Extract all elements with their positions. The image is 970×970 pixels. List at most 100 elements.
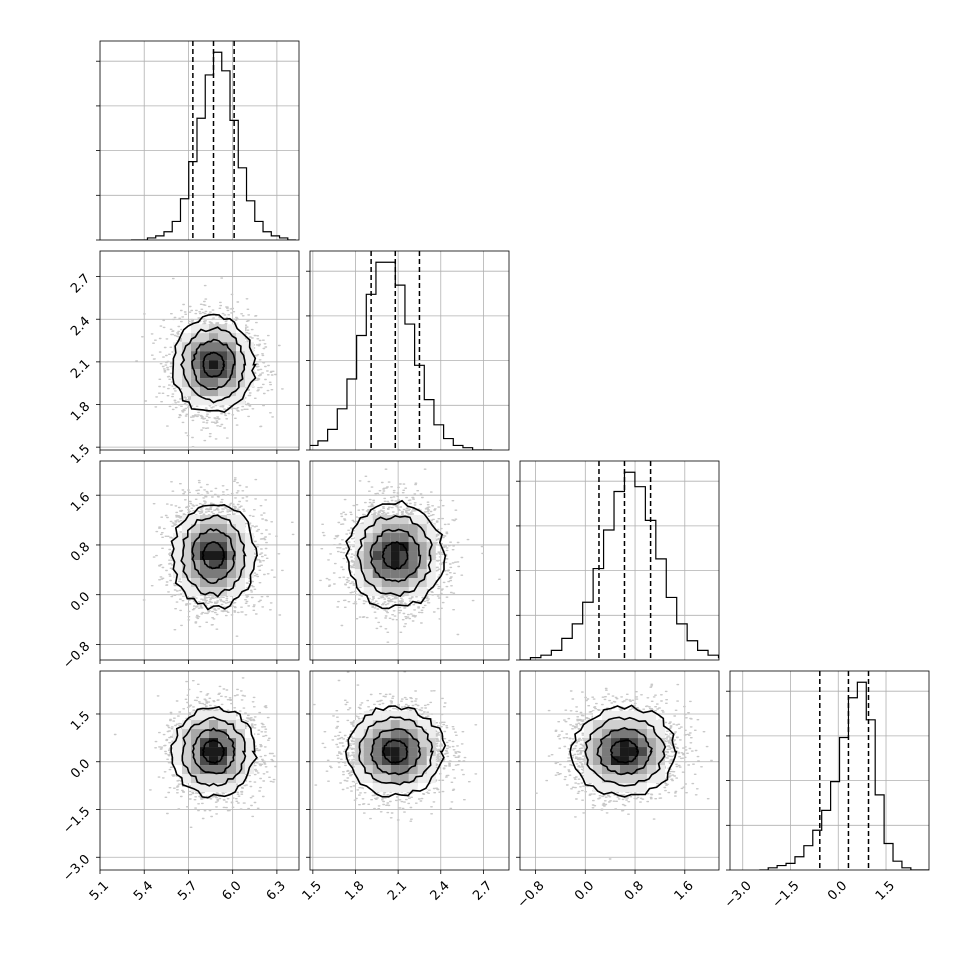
density-cell-1-0 xyxy=(236,360,246,370)
density-cell-2-1 xyxy=(417,560,427,570)
density-cell-3-1 xyxy=(399,720,409,730)
density-cell-3-1 xyxy=(381,729,391,739)
density-cell-3-0 xyxy=(209,747,219,757)
density-cell-2-1 xyxy=(381,533,391,543)
density-cell-3-1 xyxy=(372,756,382,766)
density-cell-2-0 xyxy=(209,569,219,579)
density-cell-2-1 xyxy=(426,524,436,534)
density-cell-1-0 xyxy=(227,351,237,361)
density-cell-3-2 xyxy=(583,747,593,757)
contour-3-1-1 xyxy=(370,728,422,776)
x-tick-label-0-3: 6.0 xyxy=(219,878,244,903)
density-cell-2-1 xyxy=(426,551,436,561)
density-cell-2-1 xyxy=(363,587,373,597)
density-cell-2-0 xyxy=(218,560,228,570)
scatter-frame-2-0 xyxy=(99,460,300,661)
density-cell-3-1 xyxy=(399,783,409,793)
density-cell-3-1 xyxy=(363,765,373,775)
density-cell-1-0 xyxy=(218,333,228,343)
density-cell-3-2 xyxy=(601,765,611,775)
contour-1-0-0 xyxy=(202,351,226,378)
density-cell-2-0 xyxy=(227,524,237,534)
density-cell-2-1 xyxy=(417,551,427,561)
density-cell-2-1 xyxy=(363,551,373,561)
scatter-panel-3-0 xyxy=(96,670,300,874)
contour-3-0-2 xyxy=(181,716,247,787)
density-cell-1-0 xyxy=(245,360,255,370)
density-cell-1-0 xyxy=(182,369,192,379)
density-cell-1-0 xyxy=(227,378,237,388)
contour-3-2-0 xyxy=(609,739,640,764)
density-cell-2-1 xyxy=(399,569,409,579)
density-cell-3-0 xyxy=(209,711,219,721)
density-cell-3-2 xyxy=(619,765,629,775)
density-cell-3-1 xyxy=(363,738,373,748)
density-cell-2-1 xyxy=(381,578,391,588)
density-cell-2-1 xyxy=(363,542,373,552)
density-cell-1-0 xyxy=(209,360,219,370)
density-cell-2-0 xyxy=(209,533,219,543)
density-cell-3-2 xyxy=(592,756,602,766)
density-cell-3-0 xyxy=(191,765,201,775)
density-cell-2-1 xyxy=(354,524,364,534)
y-tick-label-2-1: 0.0 xyxy=(68,589,93,614)
density-cell-3-1 xyxy=(399,747,409,757)
scatter-frame-3-0 xyxy=(99,670,300,871)
density-cell-3-1 xyxy=(372,711,382,721)
hist-panel-0 xyxy=(96,40,300,241)
density-cell-3-1 xyxy=(399,774,409,784)
density-cell-3-1 xyxy=(408,711,418,721)
density-cell-3-1 xyxy=(390,765,400,775)
density-cell-2-0 xyxy=(200,533,210,543)
y-tick-label-3-3: 1.5 xyxy=(68,709,93,734)
x-tick-label-3-1: −1.5 xyxy=(770,878,803,911)
contour-2-1-3 xyxy=(345,499,447,610)
density-cell-1-0 xyxy=(200,378,210,388)
density-cell-2-0 xyxy=(236,524,246,534)
density-cell-2-0 xyxy=(200,551,210,561)
density-cell-3-1 xyxy=(399,738,409,748)
density-cell-1-0 xyxy=(191,342,201,352)
hist-frame-0 xyxy=(99,40,300,241)
density-cell-3-2 xyxy=(601,738,611,748)
density-cell-3-1 xyxy=(417,774,427,784)
density-cell-3-2 xyxy=(646,711,656,721)
density-cell-2-0 xyxy=(209,542,219,552)
density-cell-3-0 xyxy=(200,774,210,784)
density-cell-3-2 xyxy=(628,711,638,721)
density-cell-3-0 xyxy=(218,756,228,766)
density-cell-3-1 xyxy=(372,747,382,757)
density-cell-2-0 xyxy=(227,587,237,597)
density-cell-3-0 xyxy=(227,729,237,739)
density-cell-3-1 xyxy=(363,756,373,766)
y-tick-label-1-0: 1.5 xyxy=(68,442,93,467)
density-cell-2-0 xyxy=(200,524,210,534)
density-cell-3-2 xyxy=(637,774,647,784)
density-cell-3-2 xyxy=(655,729,665,739)
density-cell-2-0 xyxy=(182,524,192,534)
density-cell-3-2 xyxy=(601,747,611,757)
density-cell-3-0 xyxy=(200,783,210,793)
density-cell-2-1 xyxy=(363,560,373,570)
density-cell-1-0 xyxy=(173,378,183,388)
density-cell-3-1 xyxy=(417,720,427,730)
density-cell-3-0 xyxy=(227,738,237,748)
density-cell-3-1 xyxy=(426,729,436,739)
density-cell-3-0 xyxy=(218,729,228,739)
density-cell-3-0 xyxy=(209,783,219,793)
density-cell-1-0 xyxy=(218,396,228,406)
density-cell-3-2 xyxy=(628,783,638,793)
density-cell-2-0 xyxy=(227,560,237,570)
density-cell-2-0 xyxy=(227,569,237,579)
density-cell-3-1 xyxy=(363,747,373,757)
density-cell-1-0 xyxy=(227,360,237,370)
density-cell-1-0 xyxy=(173,360,183,370)
density-cell-3-0 xyxy=(218,720,228,730)
density-cell-3-2 xyxy=(601,783,611,793)
density-cell-3-0 xyxy=(173,756,183,766)
density-cell-2-1 xyxy=(417,542,427,552)
density-cell-2-0 xyxy=(218,515,228,525)
density-cell-3-2 xyxy=(655,747,665,757)
density-cell-2-1 xyxy=(390,551,400,561)
y-tick-label-3-1: −1.5 xyxy=(60,804,93,837)
